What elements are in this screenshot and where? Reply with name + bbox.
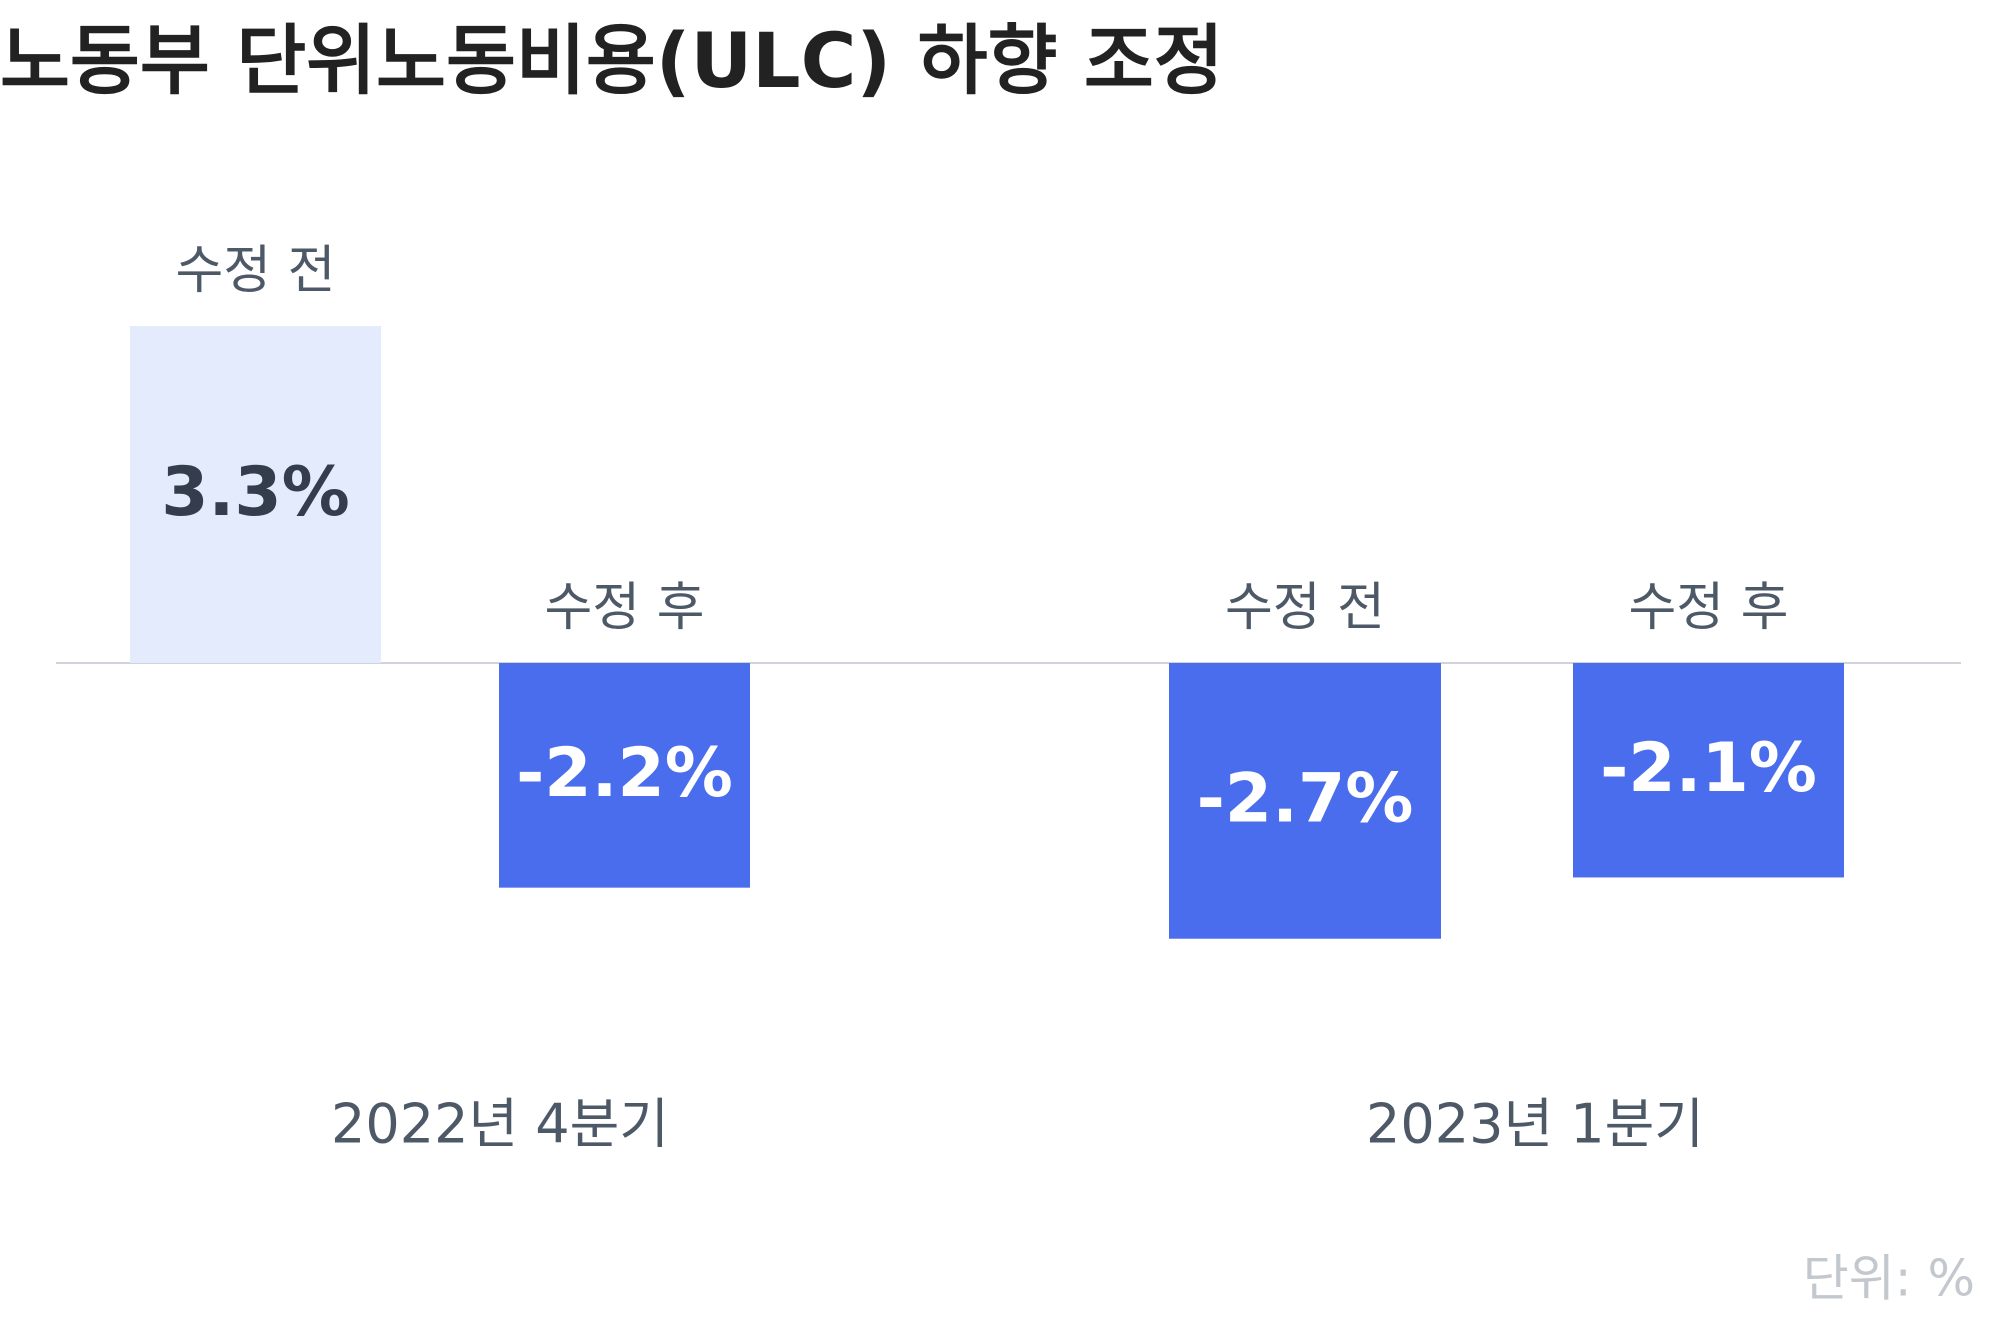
x-tick-label: 2022년 4분기: [331, 1093, 669, 1156]
value-label: -2.1%: [1600, 729, 1817, 808]
bar: [1573, 663, 1844, 878]
bar: [130, 326, 381, 663]
unit-note: 단위: %: [1803, 1250, 1975, 1308]
bar: [499, 663, 750, 888]
series-label: 수정 후: [544, 578, 704, 638]
value-label: 3.3%: [161, 453, 350, 532]
bar: [1169, 663, 1441, 939]
value-label: -2.7%: [1197, 759, 1414, 838]
x-tick-label: 2023년 1분기: [1366, 1093, 1704, 1156]
series-label: 수정 전: [1225, 578, 1385, 638]
value-label: -2.2%: [516, 734, 733, 813]
chart-title: 노동부 단위노동비용(ULC) 하향 조정: [0, 16, 1224, 105]
series-label: 수정 전: [175, 241, 335, 301]
series-label: 수정 후: [1628, 578, 1788, 638]
